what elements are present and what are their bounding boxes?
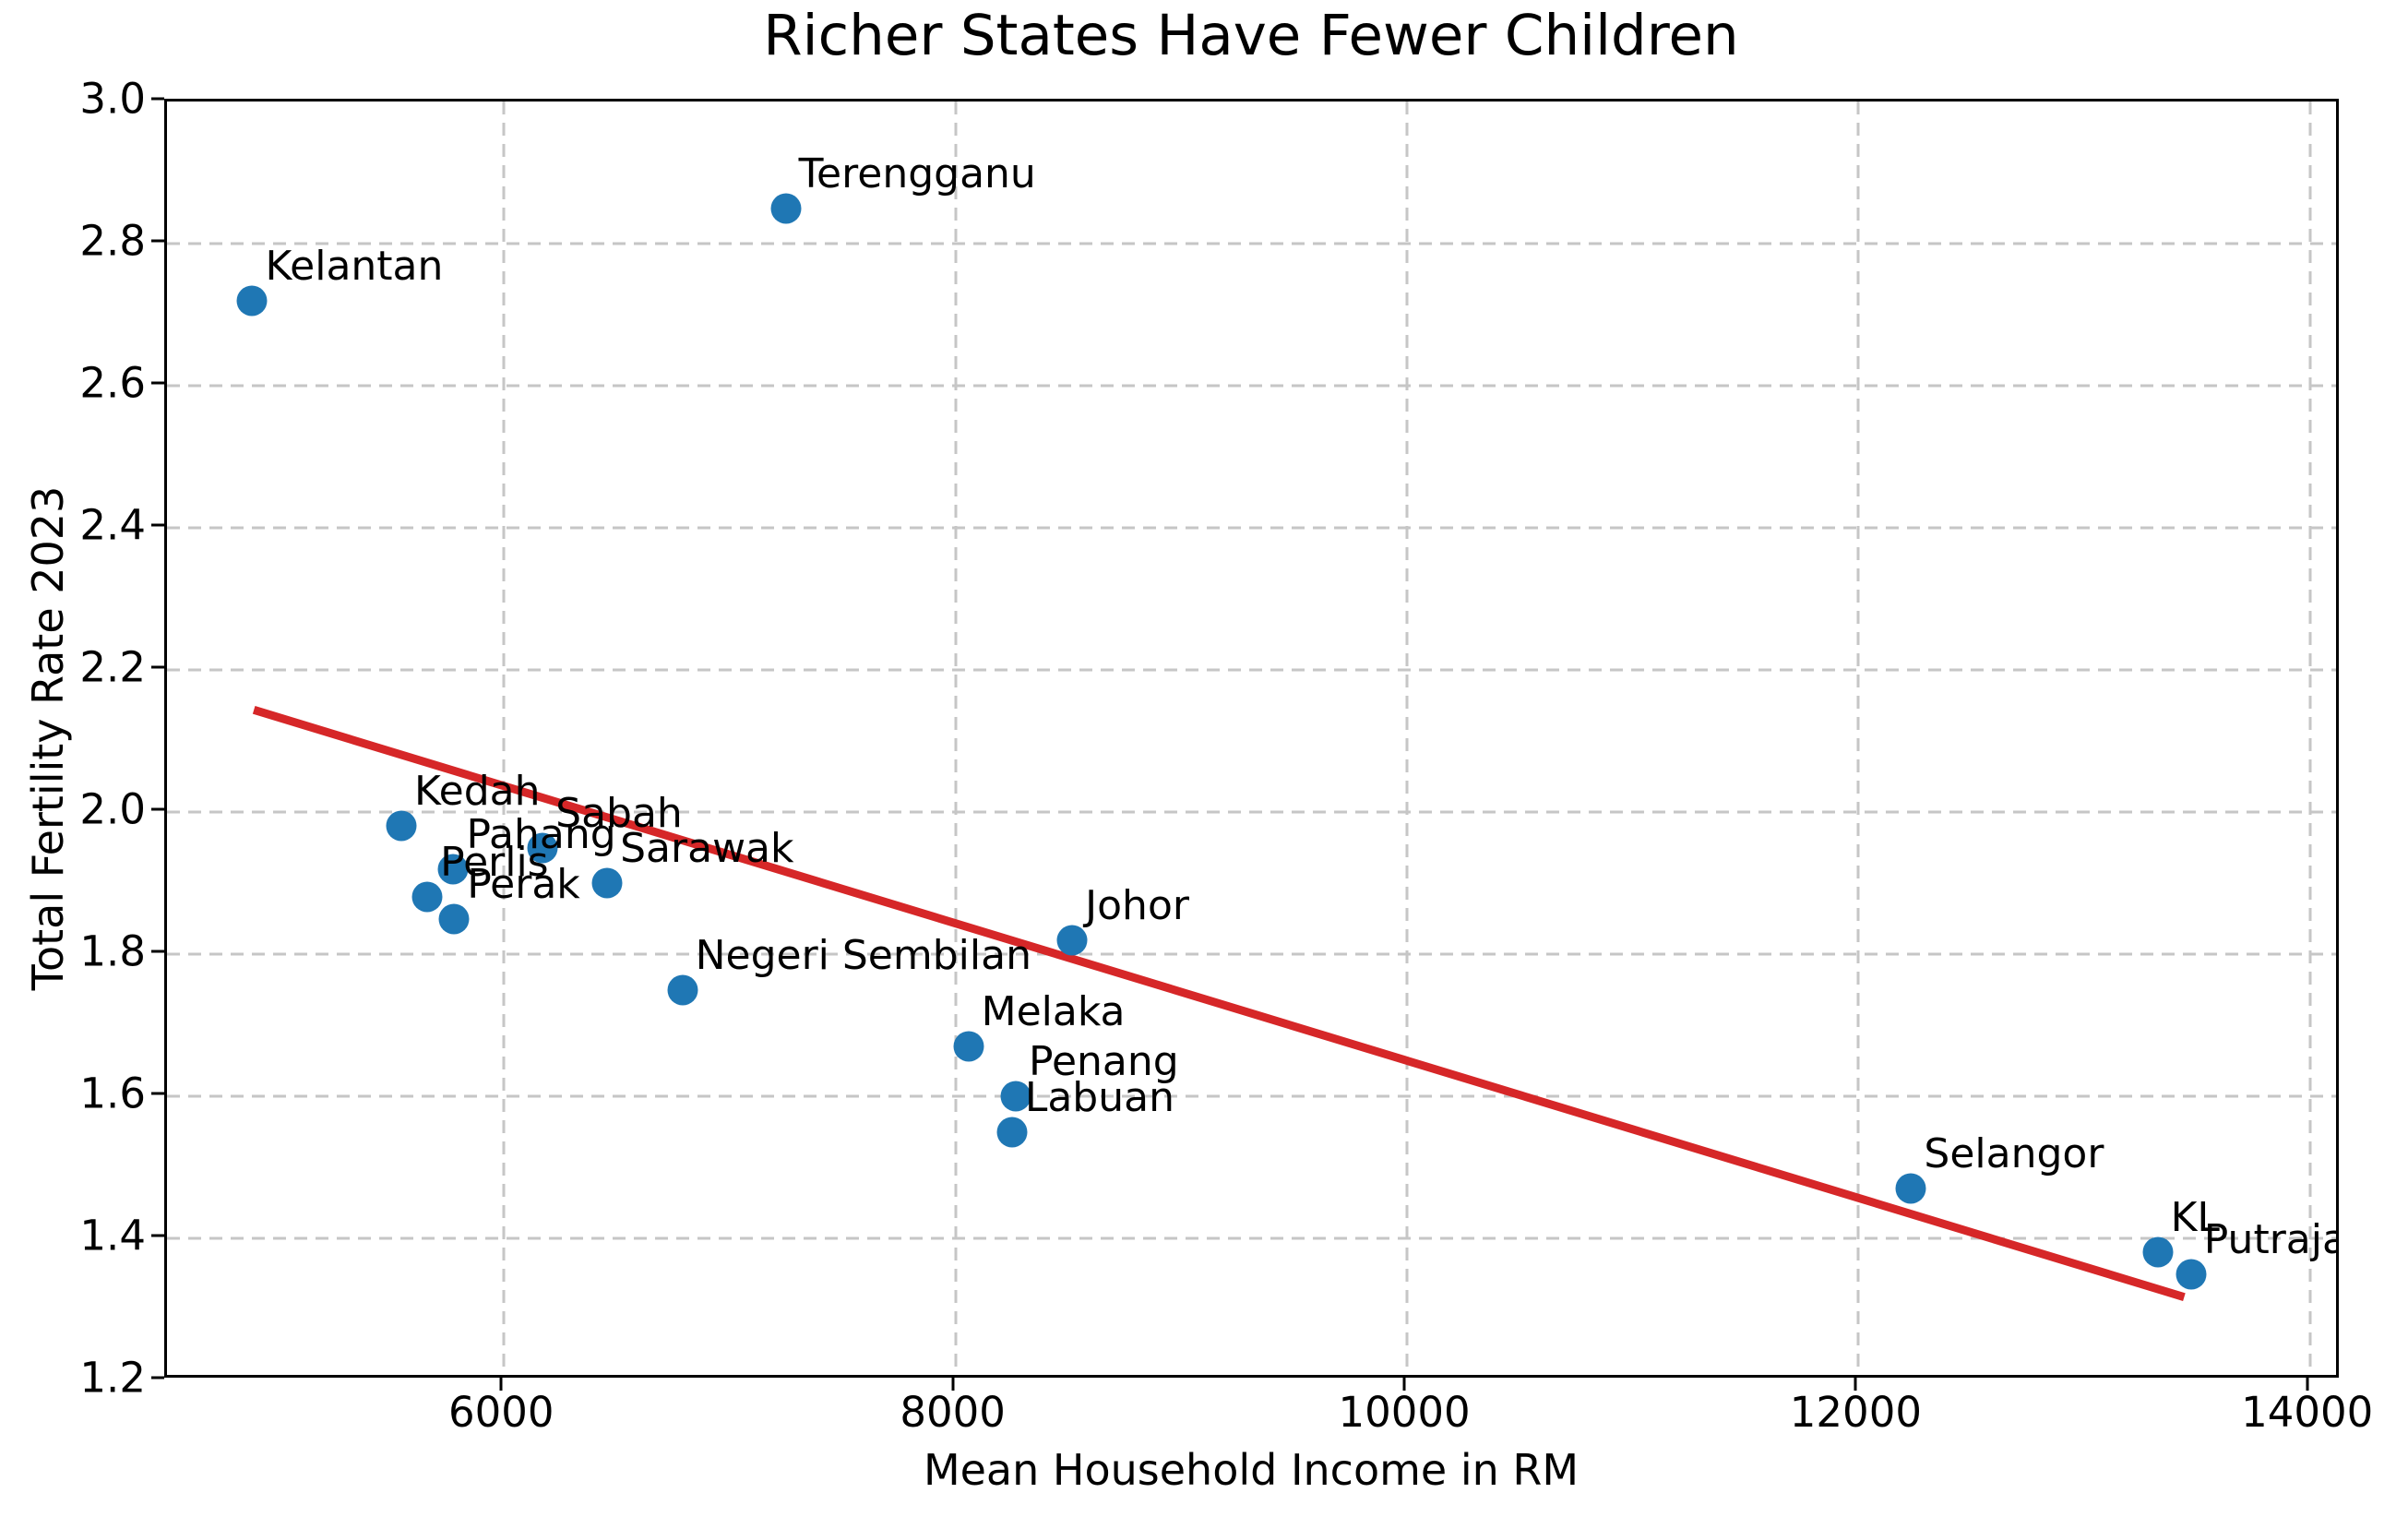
x-tick-label: 14000	[2241, 1388, 2374, 1437]
state-label-layer: Kelantan Kedah Perlis Pahang Perak Sabah Saraw…	[167, 102, 2336, 1375]
x-tick-mark	[2306, 1378, 2309, 1391]
data-point-terengganu	[770, 193, 802, 223]
state-label-kelantan: Kelantan	[265, 242, 444, 290]
x-gridline	[954, 102, 958, 1375]
y-tick-label: 2.8	[79, 216, 146, 266]
y-tick-label: 1.6	[79, 1069, 146, 1118]
state-label-putrajaya: Putrajaya	[2203, 1215, 2336, 1263]
x-axis-title: Mean Household Income in RM	[923, 1445, 1580, 1495]
data-point-johor	[1056, 925, 1088, 956]
state-label-sabah: Sabah	[555, 789, 683, 837]
state-label-sarawak: Sarawak	[620, 824, 794, 872]
x-tick-label: 6000	[448, 1388, 554, 1437]
x-tick-mark	[1854, 1378, 1857, 1391]
state-label-negeri-sembilan: Negeri Sembilan	[695, 931, 1031, 979]
x-gridline	[1856, 102, 1860, 1375]
y-tick-label: 1.4	[79, 1211, 146, 1260]
plot-area: Kelantan Kedah Perlis Pahang Perak Sabah Saraw…	[164, 99, 2339, 1378]
state-label-perlis: Perlis	[440, 839, 549, 887]
chart-title: Richer States Have Fewer Children	[763, 3, 1739, 68]
trend-line-layer	[252, 706, 2186, 1301]
x-gridline	[1405, 102, 1409, 1375]
state-label-penang: Penang	[1028, 1037, 1179, 1085]
data-point-kelantan	[236, 285, 268, 317]
y-tick-label: 2.0	[79, 784, 146, 834]
data-point-labuan	[996, 1117, 1028, 1147]
y-gridline	[167, 242, 2336, 245]
state-label-johor: Johor	[1085, 881, 1189, 929]
x-tick-label: 10000	[1338, 1388, 1471, 1437]
state-label-selangor: Selangor	[1924, 1129, 2104, 1177]
y-tick-mark	[151, 1376, 164, 1380]
y-tick-mark	[151, 950, 164, 953]
y-gridline	[167, 526, 2336, 530]
x-gridline	[2308, 102, 2312, 1375]
trend-line	[252, 706, 2186, 1301]
state-label-perak: Perak	[467, 860, 580, 908]
y-gridline	[167, 384, 2336, 388]
data-point-perak	[438, 903, 470, 934]
y-gridline	[167, 810, 2336, 814]
y-tick-label: 1.8	[79, 926, 146, 976]
state-label-terengganu: Terengganu	[798, 149, 1036, 197]
data-point-sarawak	[591, 867, 623, 899]
state-label-kl: KL	[2170, 1194, 2220, 1242]
y-tick-mark	[151, 807, 164, 811]
y-gridline	[167, 1094, 2336, 1098]
y-tick-mark	[151, 523, 164, 527]
grid-layer	[167, 102, 2336, 1375]
data-point-negeri-sembilan	[667, 974, 698, 1005]
x-tick-mark	[499, 1378, 503, 1391]
state-label-pahang: Pahang	[466, 810, 616, 858]
y-tick-mark	[151, 239, 164, 243]
data-point-penang	[1000, 1081, 1031, 1112]
y-tick-label: 3.0	[79, 74, 146, 124]
y-tick-label: 2.4	[79, 500, 146, 550]
data-point-perlis	[411, 881, 443, 913]
y-tick-mark	[151, 665, 164, 669]
x-tick-mark	[951, 1378, 955, 1391]
y-tick-label: 1.2	[79, 1353, 146, 1403]
y-tick-mark	[151, 381, 164, 385]
y-tick-mark	[151, 1092, 164, 1095]
x-tick-label: 8000	[900, 1388, 1006, 1437]
data-point-kedah	[386, 810, 417, 842]
x-tick-mark	[1402, 1378, 1406, 1391]
state-label-kedah: Kedah	[413, 768, 541, 816]
x-tick-label: 12000	[1789, 1388, 1922, 1437]
data-point-layer	[167, 102, 2336, 1375]
y-tick-mark	[151, 97, 164, 101]
y-tick-label: 2.2	[79, 642, 146, 692]
data-point-kl	[2142, 1236, 2174, 1268]
y-tick-mark	[151, 1234, 164, 1237]
state-label-labuan: Labuan	[1024, 1073, 1174, 1121]
state-label-melaka: Melaka	[981, 987, 1126, 1035]
y-tick-label: 2.6	[79, 358, 146, 408]
data-point-melaka	[953, 1031, 984, 1062]
y-gridline	[167, 668, 2336, 672]
y-axis-title: Total Fertility Rate 2023	[23, 485, 73, 991]
data-point-pahang	[437, 854, 469, 885]
data-point-putrajaya	[2176, 1259, 2207, 1289]
data-point-selangor	[1895, 1173, 1926, 1204]
y-gridline	[167, 1236, 2336, 1240]
x-gridline	[502, 102, 506, 1375]
data-point-sabah	[527, 832, 558, 863]
y-gridline	[167, 952, 2336, 956]
